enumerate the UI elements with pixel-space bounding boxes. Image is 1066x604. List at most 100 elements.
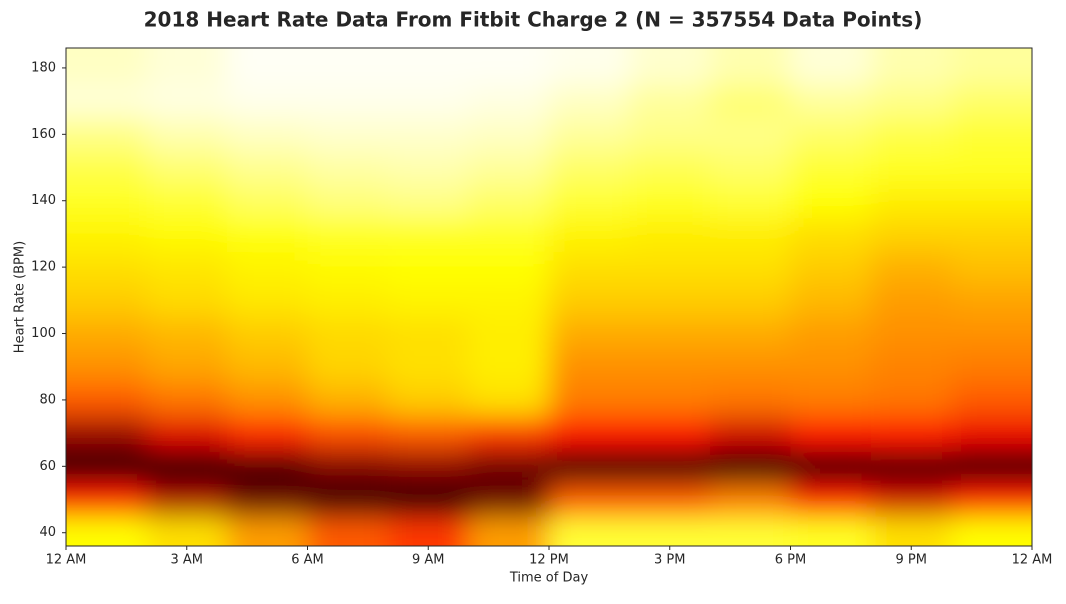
heat-cell — [549, 217, 630, 251]
heat-cell — [952, 284, 1066, 318]
heat-cell — [469, 217, 550, 251]
heat-cell — [549, 350, 630, 384]
heat-cell — [227, 217, 308, 251]
y-axis-label: Heart Rate (BPM) — [13, 241, 28, 353]
x-tick-label: 12 PM — [529, 553, 569, 568]
heat-cell — [388, 450, 469, 484]
heat-cell — [710, 284, 791, 318]
heat-cell — [147, 251, 228, 285]
y-tick-label: 180 — [31, 60, 56, 75]
heat-cell — [147, 417, 228, 451]
heat-cell — [952, 251, 1066, 285]
heat-cell — [308, 317, 389, 351]
heat-cell — [227, 118, 308, 152]
heat-cell — [26, 284, 147, 318]
heat-cell — [871, 251, 952, 285]
heat-cell — [791, 251, 872, 285]
heat-cell — [26, 417, 147, 451]
heat-cell — [871, 118, 952, 152]
heat-cell — [630, 118, 711, 152]
heat-cell — [871, 284, 952, 318]
heat-cell — [469, 184, 550, 218]
x-tick-label: 6 AM — [291, 553, 324, 568]
heat-cell — [308, 417, 389, 451]
heat-cell — [630, 251, 711, 285]
heat-cell — [549, 251, 630, 285]
x-axis-label: Time of Day — [509, 571, 589, 586]
heat-cell — [227, 85, 308, 119]
heat-cell — [871, 383, 952, 417]
heat-cell — [388, 383, 469, 417]
heat-cell — [147, 118, 228, 152]
heat-cell — [308, 483, 389, 517]
heat-cell — [549, 284, 630, 318]
heat-cell — [549, 383, 630, 417]
heat-cell — [469, 483, 550, 517]
heat-cell — [26, 217, 147, 251]
heat-cell — [308, 85, 389, 119]
y-tick-label: 60 — [39, 459, 56, 474]
heat-cell — [308, 350, 389, 384]
heat-cell — [952, 450, 1066, 484]
heat-cell — [227, 184, 308, 218]
heat-cell — [227, 251, 308, 285]
heat-cell — [791, 184, 872, 218]
heat-cell — [227, 417, 308, 451]
heat-cell — [147, 483, 228, 517]
heat-cell — [388, 417, 469, 451]
x-tick-label: 12 AM — [1012, 553, 1053, 568]
heat-cell — [710, 85, 791, 119]
x-tick-label: 9 PM — [896, 553, 927, 568]
heat-cell — [710, 383, 791, 417]
heat-cell — [710, 251, 791, 285]
heat-cell — [469, 350, 550, 384]
heat-cell — [710, 450, 791, 484]
heat-cell — [871, 85, 952, 119]
heat-cell — [791, 317, 872, 351]
heat-cell — [710, 417, 791, 451]
y-tick-label: 100 — [31, 326, 56, 341]
heat-cell — [308, 118, 389, 152]
heat-cell — [549, 85, 630, 119]
heat-cell — [388, 217, 469, 251]
heat-cell — [308, 217, 389, 251]
heat-cell — [227, 317, 308, 351]
heat-cell — [227, 151, 308, 185]
heat-cell — [147, 350, 228, 384]
heat-cell — [227, 383, 308, 417]
heat-cell — [952, 151, 1066, 185]
heat-cell — [308, 251, 389, 285]
heat-cell — [630, 184, 711, 218]
chart-title: 2018 Heart Rate Data From Fitbit Charge … — [144, 8, 923, 32]
heat-cell — [147, 383, 228, 417]
heat-cell — [469, 450, 550, 484]
heat-cell — [469, 118, 550, 152]
y-tick-label: 40 — [39, 525, 56, 540]
heat-cell — [630, 483, 711, 517]
heat-cell — [871, 350, 952, 384]
heat-cell — [952, 383, 1066, 417]
heat-cell — [26, 151, 147, 185]
heat-cell — [630, 417, 711, 451]
heat-cell — [147, 184, 228, 218]
heat-cell — [952, 317, 1066, 351]
heat-cell — [549, 118, 630, 152]
heat-cell — [791, 118, 872, 152]
x-tick-label: 9 AM — [412, 553, 445, 568]
heat-cell — [952, 417, 1066, 451]
heat-cell — [388, 151, 469, 185]
heat-cell — [227, 350, 308, 384]
heat-cell — [227, 284, 308, 318]
heat-cell — [791, 450, 872, 484]
heat-cell — [791, 417, 872, 451]
heat-cell — [26, 85, 147, 119]
heat-cell — [549, 151, 630, 185]
heat-cell — [630, 450, 711, 484]
heat-cell — [791, 350, 872, 384]
heat-cell — [791, 383, 872, 417]
heatmap — [26, 11, 1066, 590]
heat-cell — [388, 85, 469, 119]
heat-cell — [871, 450, 952, 484]
heat-cell — [871, 151, 952, 185]
